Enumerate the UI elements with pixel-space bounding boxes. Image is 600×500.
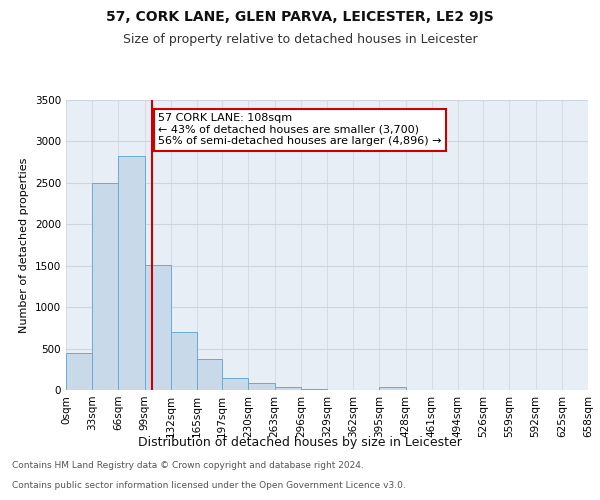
- Bar: [275, 386, 301, 390]
- Bar: [118, 156, 145, 390]
- Text: 57, CORK LANE, GLEN PARVA, LEICESTER, LE2 9JS: 57, CORK LANE, GLEN PARVA, LEICESTER, LE…: [106, 10, 494, 24]
- Text: Size of property relative to detached houses in Leicester: Size of property relative to detached ho…: [122, 32, 478, 46]
- Text: Distribution of detached houses by size in Leicester: Distribution of detached houses by size …: [138, 436, 462, 449]
- Bar: [66, 352, 92, 390]
- Bar: [379, 386, 406, 390]
- Bar: [171, 332, 197, 390]
- Bar: [222, 378, 248, 390]
- Text: 57 CORK LANE: 108sqm
← 43% of detached houses are smaller (3,700)
56% of semi-de: 57 CORK LANE: 108sqm ← 43% of detached h…: [158, 113, 442, 146]
- Text: Contains public sector information licensed under the Open Government Licence v3: Contains public sector information licen…: [12, 481, 406, 490]
- Bar: [145, 265, 171, 390]
- Bar: [92, 183, 118, 390]
- Text: Contains HM Land Registry data © Crown copyright and database right 2024.: Contains HM Land Registry data © Crown c…: [12, 461, 364, 470]
- Bar: [301, 389, 327, 390]
- Bar: [197, 358, 222, 390]
- Y-axis label: Number of detached properties: Number of detached properties: [19, 158, 29, 332]
- Bar: [248, 384, 275, 390]
